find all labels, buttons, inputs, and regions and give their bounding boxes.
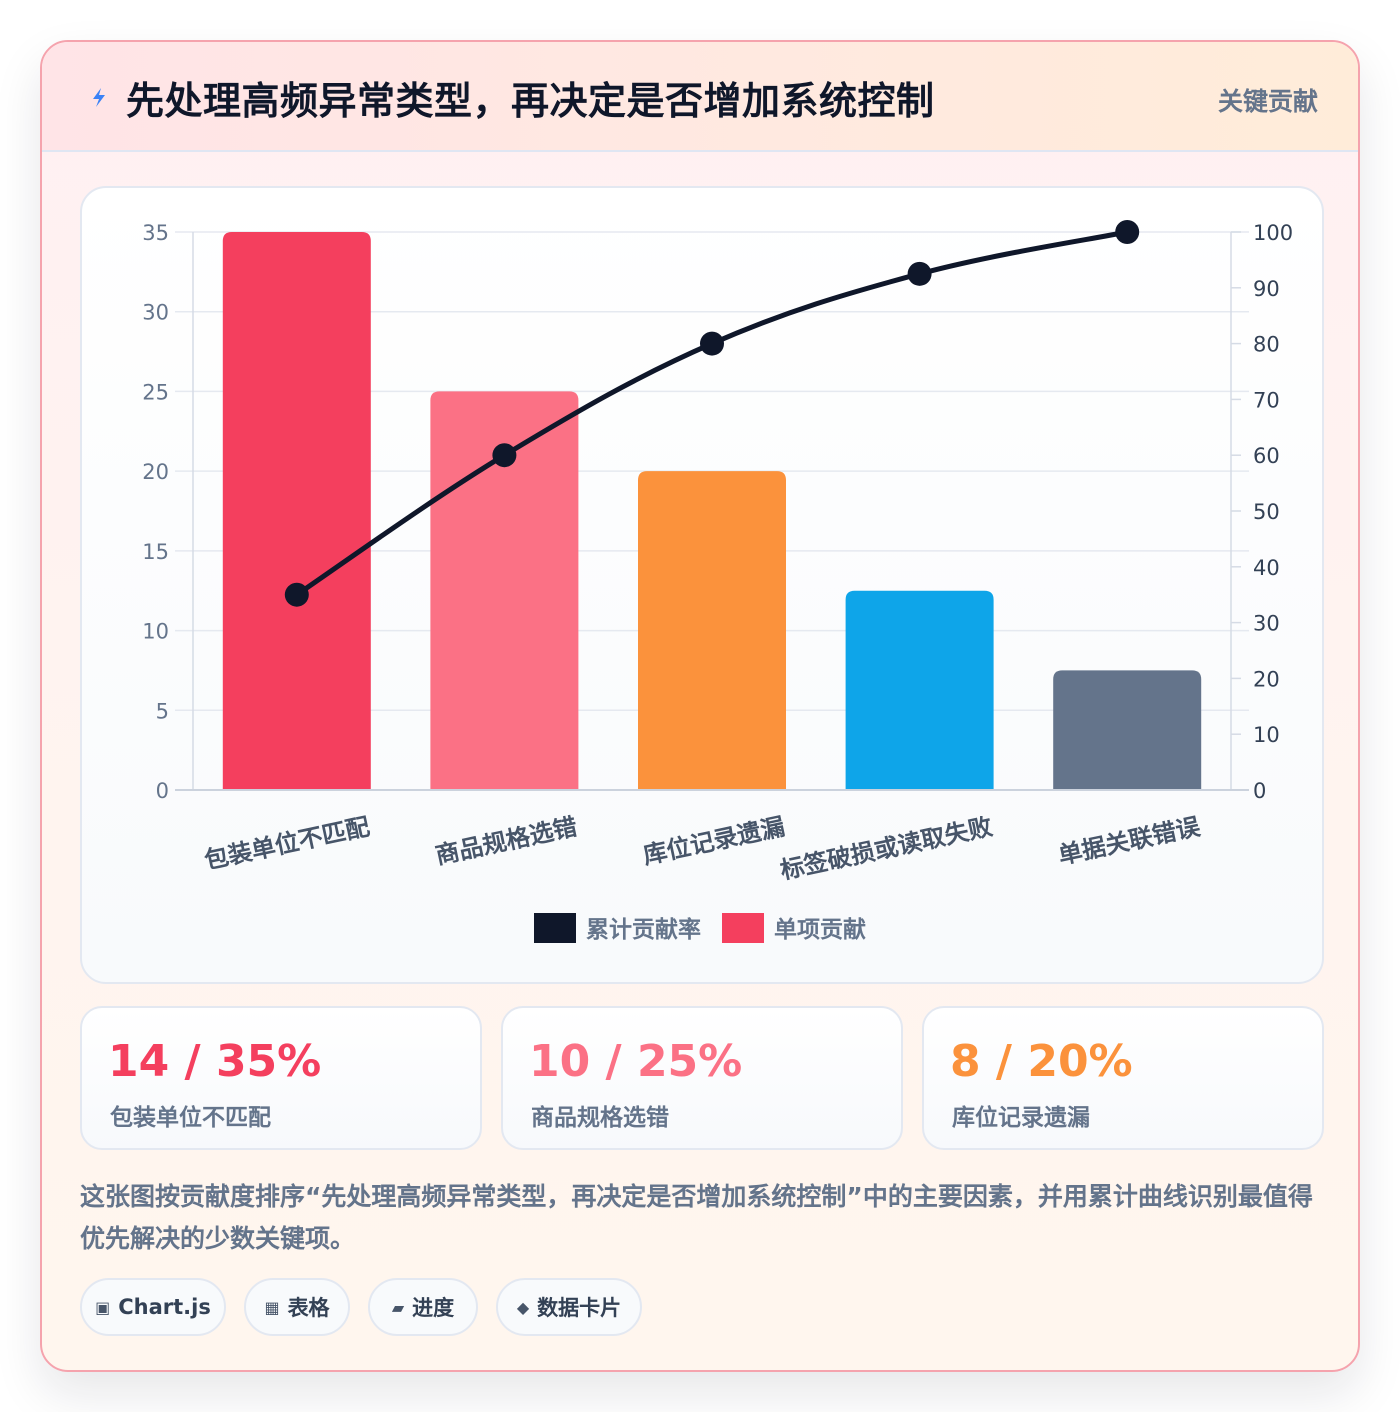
- y-right-tick-label: 60: [1253, 444, 1280, 468]
- y-right-tick-label: 0: [1253, 779, 1266, 803]
- bar-series: [222, 232, 1202, 790]
- chip-chartjs[interactable]: ▣ Chart.js: [80, 1278, 226, 1336]
- y-right-tick-label: 30: [1253, 612, 1280, 636]
- line-point: [1115, 220, 1140, 244]
- x-tick-label: 标签破损或读取失败: [778, 812, 995, 884]
- bar: [222, 232, 371, 790]
- y-right-tick-label: 40: [1253, 556, 1280, 580]
- chart-canvas: 0 5 10 15 20 25 30 35 0 10 20 30 40 50 60 70 80 90 100 包装单位…: [142, 220, 1293, 943]
- y-left-tick-label: 30: [142, 301, 169, 325]
- chart-card: 先处理高频异常类型，再决定是否增加系统控制 关键贡献 0 5 10 15 20 25 30 3…: [40, 40, 1360, 1372]
- chip-label: 进度: [412, 1296, 455, 1320]
- y-left-tick-label: 0: [156, 779, 169, 803]
- chip-table[interactable]: ▦ 表格: [244, 1278, 350, 1336]
- line-point: [492, 443, 517, 468]
- y-left-tick-label: 5: [156, 699, 169, 723]
- legend-label: 累计贡献率: [586, 916, 701, 943]
- y-right-tick-label: 70: [1253, 388, 1280, 412]
- chip-label: 数据卡片: [537, 1296, 622, 1320]
- y-right-tick-label: 80: [1253, 333, 1280, 357]
- bar: [845, 590, 994, 790]
- progress-icon: ▰: [391, 1297, 405, 1317]
- lightning-icon: [93, 88, 105, 107]
- bar: [638, 471, 786, 790]
- y-left-tick-label: 10: [142, 620, 169, 644]
- stat-label: 商品规格选错: [531, 1105, 669, 1131]
- y-right-tick-label: 20: [1253, 667, 1280, 691]
- header-tag: 关键贡献: [1217, 87, 1318, 116]
- y-right-tick-label: 10: [1253, 723, 1280, 747]
- chart-icon: ▣: [95, 1297, 111, 1317]
- page-title: 先处理高频异常类型，再决定是否增加系统控制: [126, 79, 935, 123]
- x-tick-label: 库位记录遗漏: [641, 812, 788, 869]
- y-right-tick-label: 50: [1253, 500, 1280, 524]
- legend-label: 单项贡献: [774, 917, 866, 943]
- stat-card: 10 / 25% 商品规格选错: [501, 1006, 903, 1150]
- stat-value: 10 / 25%: [529, 1036, 743, 1087]
- stat-card: 8 / 20% 库位记录遗漏: [922, 1006, 1324, 1150]
- y-right-tick-label: 100: [1253, 221, 1293, 245]
- chip-label: 表格: [287, 1296, 330, 1320]
- y-right-tick-label: 90: [1253, 277, 1280, 301]
- stat-cards: 14 / 35% 包装单位不匹配 10 / 25% 商品规格选错 8 / 20%…: [80, 1006, 1324, 1150]
- chip-data-cards[interactable]: ◆ 数据卡片: [496, 1278, 642, 1336]
- stat-label: 包装单位不匹配: [110, 1105, 271, 1131]
- pareto-chart: 0 5 10 15 20 25 30 35 0 10 20 30 40 50 60 70 80 90 100 包装单位…: [80, 186, 1324, 984]
- x-tick-label: 商品规格选错: [433, 812, 580, 869]
- stat-value: 14 / 35%: [108, 1036, 322, 1087]
- cumulative-line-series: [284, 220, 1140, 607]
- x-tick-label: 包装单位不匹配: [202, 812, 372, 874]
- legend: 累计贡献率 单项贡献: [534, 913, 866, 943]
- tag-chips: ▣ Chart.js ▦ 表格 ▰ 进度 ◆ 数据卡片: [80, 1278, 1324, 1336]
- chip-progress[interactable]: ▰ 进度: [368, 1278, 478, 1336]
- table-icon: ▦: [264, 1297, 280, 1317]
- line-point: [284, 582, 309, 607]
- y-left-tick-label: 25: [142, 380, 169, 404]
- stat-value: 8 / 20%: [950, 1036, 1133, 1087]
- legend-swatch: [722, 913, 764, 943]
- chip-label: Chart.js: [118, 1295, 211, 1319]
- diamond-icon: ◆: [516, 1297, 530, 1317]
- y-left-tick-label: 15: [142, 540, 169, 564]
- line-point: [907, 261, 932, 286]
- line-point: [700, 331, 724, 356]
- bar: [1053, 670, 1202, 790]
- bar: [430, 391, 579, 790]
- stat-card: 14 / 35% 包装单位不匹配: [80, 1006, 482, 1150]
- x-tick-label: 单据关联错误: [1056, 812, 1204, 870]
- chart-description: 这张图按贡献度排序“先处理高频异常类型，再决定是否增加系统控制”中的主要因素，并…: [80, 1182, 1313, 1253]
- y-left-tick-label: 20: [142, 460, 169, 484]
- legend-swatch: [534, 913, 576, 943]
- y-left-tick-label: 35: [142, 221, 169, 245]
- stat-label: 库位记录遗漏: [952, 1105, 1090, 1131]
- card-header: 先处理高频异常类型，再决定是否增加系统控制 关键贡献: [42, 42, 1358, 152]
